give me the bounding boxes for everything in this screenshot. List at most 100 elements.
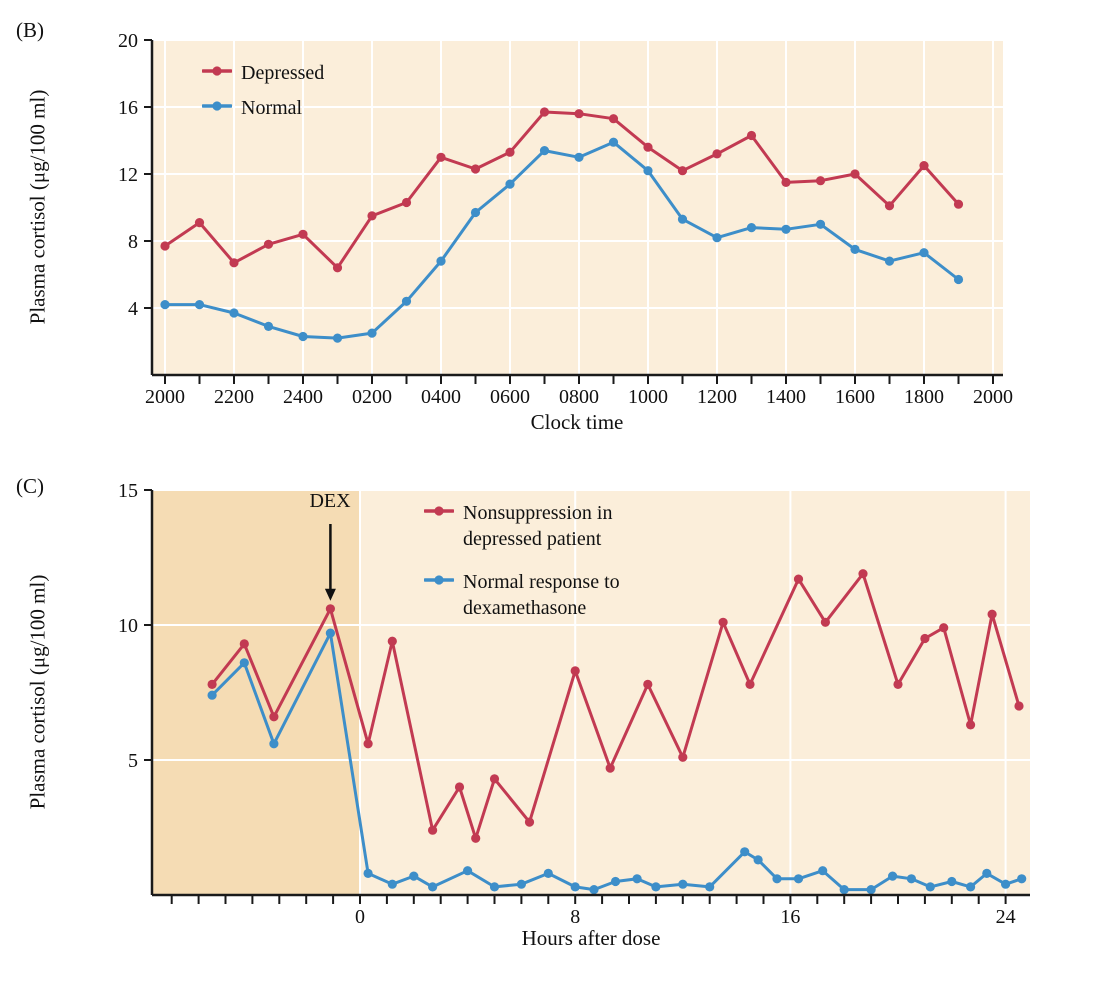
data-point-marker [387,636,397,646]
data-point-marker [239,639,249,649]
y-tick-label: 4 [128,298,138,320]
data-point-marker [409,871,419,881]
data-point-marker [263,321,274,331]
legend-label-depressed: Depressed [241,62,325,84]
data-point-marker [298,229,308,239]
data-point-marker [966,720,976,730]
data-point-marker [820,617,831,627]
data-point-marker [589,885,599,895]
y-tick-label: 8 [128,231,138,253]
data-point-marker [489,882,500,892]
nonsuppression-series-marker-icon [423,504,455,518]
x-tick-label: 0400 [421,386,461,408]
legend-label-normal: Normal [241,97,303,120]
axes-b [144,39,1003,384]
x-tick-label: 0 [355,906,365,928]
data-point-marker [888,871,898,881]
data-point-marker [793,574,804,584]
data-point-marker [947,876,957,887]
data-point-marker [207,690,217,700]
data-point-marker [229,258,239,268]
data-point-marker [815,176,826,186]
data-point-marker [753,855,763,865]
normal-series-marker-icon [201,99,233,113]
data-point-marker [746,130,757,141]
data-point-marker [858,569,868,579]
x-tick-label: 2000 [145,386,185,408]
data-point-marker [772,874,782,884]
data-point-marker [160,241,170,251]
data-point-marker [436,256,446,266]
data-point-marker [939,623,949,633]
tick-labels-c: 0 8 16 24 5 10 15 [118,480,1016,928]
data-point-marker [524,817,535,827]
data-point-marker [740,847,750,857]
data-point-marker [207,679,217,690]
depressed-series-marker-icon [201,64,233,78]
data-point-marker [839,885,849,895]
data-point-marker [919,161,929,171]
x-tick-label: 16 [780,906,800,928]
gridlines-b [152,39,1003,375]
dex-annotation-label: DEX [309,490,351,512]
data-point-marker [643,142,653,152]
data-point-marker [363,868,373,879]
data-point-marker [781,224,791,234]
data-point-marker [436,152,446,162]
data-point-marker [884,201,895,211]
data-point-marker [705,882,715,892]
dex-arrow-icon [324,524,336,601]
data-point-marker [643,166,653,176]
data-point-marker [866,885,876,895]
data-point-marker [746,223,757,233]
data-point-marker [1017,874,1027,884]
data-point-marker [454,782,465,792]
data-point-marker [367,211,377,221]
data-point-marker [651,882,661,892]
chart-b: 2000 2200 2400 0200 0400 0600 0800 1000 1200 1400… [118,30,1013,408]
data-point-marker [539,107,550,117]
series-normal [160,137,964,343]
x-tick-label: 1800 [904,386,944,408]
data-point-marker [463,866,473,876]
x-tick-label: 2200 [214,386,254,408]
data-point-marker [966,882,976,892]
data-point-marker [982,868,992,879]
series-depressed [160,107,964,273]
data-point-marker [505,147,515,157]
data-point-marker [920,633,930,644]
y-tick-label: 15 [118,480,138,502]
data-point-marker [815,219,826,229]
data-point-marker [574,152,584,162]
data-point-marker [239,658,249,668]
x-tick-label: 8 [570,906,580,928]
x-tick-label: 0200 [352,386,392,408]
data-point-marker [1001,879,1011,889]
data-point-marker [608,114,619,124]
legend-item-nonsuppression: Nonsuppression in depressed patient [423,500,653,553]
data-point-marker [605,763,615,773]
panel-c-x-axis-label: Hours after dose [521,926,661,950]
data-point-marker [367,328,377,338]
data-point-marker [793,874,804,884]
data-point-marker [298,331,308,342]
axes-c [144,489,1030,904]
data-point-marker [919,248,929,258]
y-tick-label: 20 [118,30,138,52]
data-point-marker [818,866,828,876]
data-point-marker [489,774,500,784]
data-point-marker [229,308,239,318]
data-point-marker [610,876,621,887]
data-point-marker [401,197,412,208]
y-tick-label: 10 [118,615,138,637]
data-point-marker [539,146,550,156]
data-point-marker [850,244,860,254]
data-point-marker [712,233,722,243]
y-tick-label: 12 [118,164,138,186]
x-tick-label: 0800 [559,386,599,408]
data-point-marker [332,333,343,343]
data-point-marker [505,179,515,189]
data-point-marker [570,882,580,892]
data-point-marker [906,874,917,884]
data-point-marker [325,604,335,614]
